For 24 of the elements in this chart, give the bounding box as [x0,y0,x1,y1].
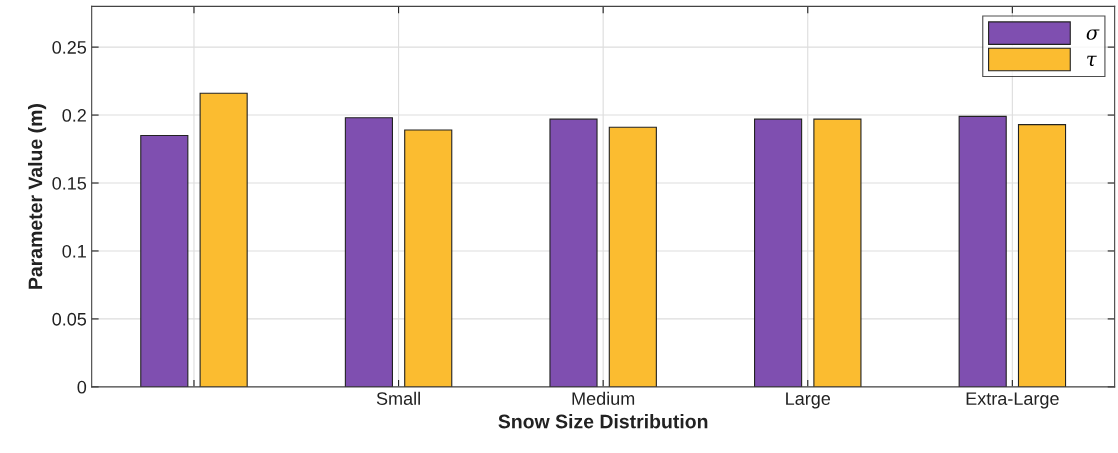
bar [404,129,453,387]
y-tick-label: 0.15 [52,176,87,190]
legend-label: τ [1087,55,1097,67]
bar [958,115,1007,387]
bar [754,118,803,387]
bar [199,92,248,387]
y-tick-label: 0.2 [62,109,86,122]
y-tick-label: 0.25 [52,41,87,54]
bar [1017,124,1067,387]
bar [813,118,862,387]
y-tick-label: 0 [77,380,87,394]
x-tick-label: Extra-Large [966,392,1059,409]
y-tick-label: 0.05 [52,312,87,326]
bar [344,117,393,387]
x-tick-label: Small [376,391,420,405]
x-tick-label: Large [786,392,831,409]
bar [608,126,657,387]
bar [140,134,189,387]
legend-label: σ [1086,29,1100,40]
x-tick-label: Medium [572,391,635,405]
y-axis-title: Parameter Value (m) [28,104,47,289]
bar [549,118,598,387]
x-axis-title: Snow Size Distribution [498,414,708,429]
y-tick-label: 0.1 [62,244,86,258]
